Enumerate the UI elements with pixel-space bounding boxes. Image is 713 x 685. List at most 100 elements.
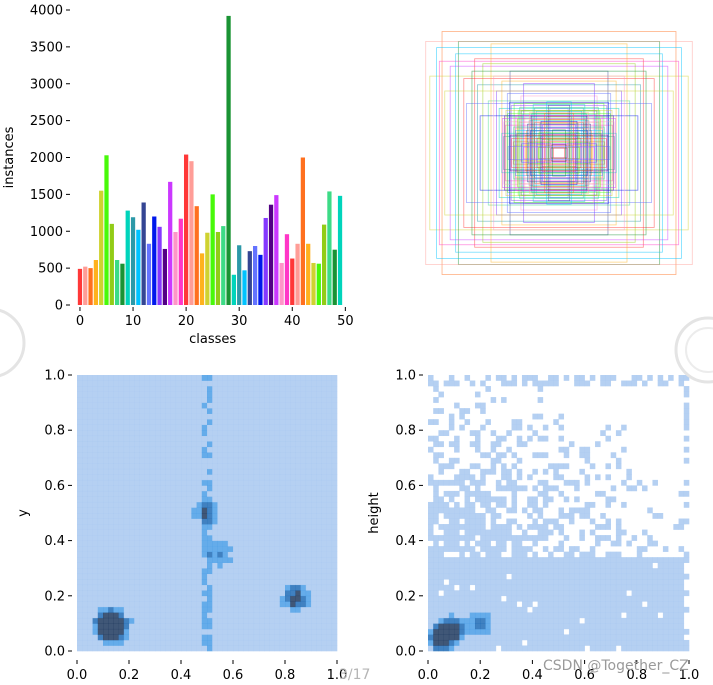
heatmap-cell — [149, 501, 156, 508]
heatmap-cell — [433, 645, 439, 652]
heatmap-cell — [480, 568, 486, 575]
heatmap-cell — [589, 557, 596, 563]
heatmap-cell — [97, 485, 104, 492]
x-tick-label: 0.2 — [470, 668, 491, 683]
label-box-outline — [482, 63, 636, 243]
heatmap-cell — [295, 639, 301, 646]
heatmap-cell — [636, 645, 643, 652]
heatmap-cell — [683, 457, 690, 464]
heatmap-cell — [238, 623, 244, 630]
heatmap-cell — [553, 634, 559, 641]
heatmap-cell — [548, 623, 554, 630]
heatmap-cell — [464, 375, 471, 381]
heatmap-cell — [501, 623, 507, 630]
heatmap-cell — [243, 617, 249, 624]
heatmap-cell — [326, 513, 333, 519]
heatmap-cell — [222, 485, 229, 492]
heatmap-cell — [123, 623, 130, 630]
heatmap-cell — [305, 397, 312, 403]
heatmap-cell — [181, 419, 187, 425]
heatmap-cell — [527, 590, 533, 597]
bar-class-38 — [279, 262, 284, 305]
heatmap-cell — [149, 524, 156, 530]
heatmap-cell — [134, 584, 140, 591]
heatmap-cell — [149, 413, 156, 420]
heatmap-cell — [238, 419, 244, 425]
heatmap-cell — [448, 424, 455, 431]
heatmap-cell — [113, 408, 119, 414]
heatmap-cell — [181, 397, 187, 403]
heatmap-cell — [305, 419, 312, 425]
heatmap-cell — [480, 535, 486, 541]
heatmap-cell — [92, 513, 99, 519]
heatmap-cell — [113, 628, 119, 635]
heatmap-cell — [269, 397, 275, 403]
heatmap-cell — [480, 562, 486, 569]
heatmap-cell — [196, 441, 203, 448]
heatmap-cell — [558, 413, 565, 420]
heatmap-cell — [134, 606, 140, 613]
heatmap-cell — [558, 617, 565, 624]
heatmap-cell — [647, 507, 653, 514]
heatmap-cell — [501, 639, 507, 646]
label-box-outline — [509, 101, 609, 205]
xy-heatmap-panel: 0.00.20.40.60.81.00.0 0.2 0.4 0.6 0.8 1.0y — [16, 369, 347, 684]
heatmap-cell — [97, 474, 104, 481]
heatmap-cell — [642, 606, 648, 613]
heatmap-cell — [584, 628, 591, 635]
heatmap-cell — [563, 562, 570, 569]
heatmap-cell — [527, 595, 533, 602]
heatmap-cell — [652, 623, 658, 630]
heatmap-cell — [170, 518, 177, 525]
heatmap-cell — [212, 380, 218, 387]
heatmap-cell — [662, 628, 669, 635]
heatmap-cell — [443, 501, 450, 508]
heatmap-cell — [290, 435, 296, 442]
heatmap-cell — [443, 568, 450, 575]
heatmap-cell — [521, 634, 528, 641]
heatmap-cell — [181, 452, 187, 459]
heatmap-cell — [87, 606, 93, 613]
heatmap-cell — [123, 474, 130, 481]
heatmap-cell — [300, 524, 307, 530]
heatmap-cell — [657, 380, 664, 387]
heatmap-cell — [295, 468, 301, 475]
heatmap-cell — [264, 474, 270, 481]
heatmap-cell — [279, 540, 286, 547]
heatmap-cell — [448, 529, 455, 536]
heatmap-cell — [542, 562, 549, 569]
heatmap-cell — [191, 452, 197, 459]
heatmap-cell — [331, 568, 338, 575]
heatmap-cell — [438, 645, 444, 652]
heatmap-cell — [511, 628, 518, 635]
heatmap-cell — [610, 639, 617, 646]
heatmap-cell — [253, 490, 260, 497]
heatmap-cell — [222, 446, 229, 453]
heatmap-cell — [87, 402, 93, 409]
heatmap-cell — [77, 551, 83, 558]
heatmap-cell — [155, 601, 161, 608]
heatmap-cell — [506, 628, 512, 635]
heatmap-cell — [155, 540, 161, 547]
heatmap-cell — [495, 617, 502, 624]
heatmap-cell — [448, 557, 455, 563]
heatmap-cell — [290, 496, 296, 503]
heatmap-cell — [311, 402, 317, 409]
heatmap-cell — [108, 479, 114, 486]
heatmap-cell — [108, 562, 114, 569]
heatmap-cell — [331, 645, 338, 652]
heatmap-cell — [160, 579, 166, 586]
heatmap-cell — [443, 513, 450, 519]
heatmap-cell — [233, 446, 239, 453]
heatmap-cell — [77, 408, 83, 414]
heatmap-cell — [186, 623, 192, 630]
heatmap-cell — [181, 485, 187, 492]
label-box-outline — [534, 140, 584, 166]
heatmap-cell — [274, 628, 281, 635]
heatmap-cell — [501, 501, 507, 508]
heatmap-cell — [464, 546, 471, 552]
heatmap-cell — [485, 501, 491, 508]
heatmap-cell — [233, 529, 239, 536]
heatmap-cell — [264, 540, 270, 547]
heatmap-cell — [568, 584, 575, 591]
